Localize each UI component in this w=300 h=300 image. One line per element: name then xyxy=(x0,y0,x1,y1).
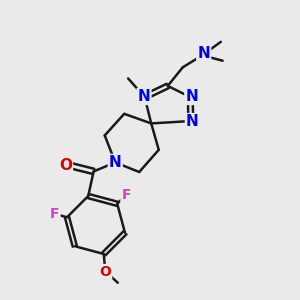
Text: O: O xyxy=(99,265,111,279)
Text: N: N xyxy=(186,114,199,129)
Text: N: N xyxy=(185,89,198,104)
Text: O: O xyxy=(59,158,72,173)
Text: F: F xyxy=(50,207,60,221)
Text: N: N xyxy=(197,46,210,61)
Text: N: N xyxy=(138,89,150,104)
Text: F: F xyxy=(122,188,131,202)
Text: N: N xyxy=(109,155,122,170)
